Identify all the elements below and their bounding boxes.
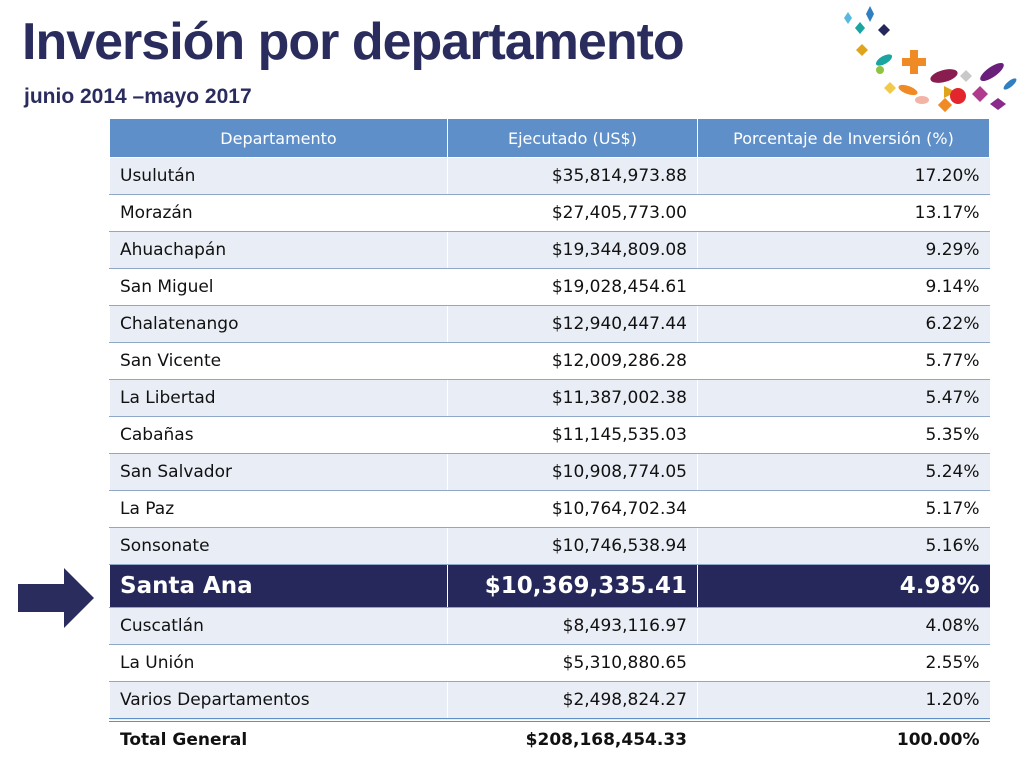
department-cell: Usulután <box>109 157 448 195</box>
percent-cell: 5.16% <box>697 527 990 565</box>
amount-cell: $10,369,335.41 <box>447 564 698 608</box>
department-cell: Sonsonate <box>109 527 448 565</box>
department-cell: Morazán <box>109 194 448 232</box>
header-departamento: Departamento <box>109 118 448 158</box>
percent-cell: 5.35% <box>697 416 990 454</box>
table-row: Sonsonate $10,746,538.94 5.16% <box>109 527 990 565</box>
amount-cell: $10,908,774.05 <box>447 453 698 491</box>
table-row: Varios Departamentos $2,498,824.27 1.20% <box>109 681 990 721</box>
department-cell: Cuscatlán <box>109 607 448 645</box>
percent-cell: 2.55% <box>697 644 990 682</box>
amount-cell: $12,009,286.28 <box>447 342 698 380</box>
slide-title: Inversión por departamento <box>22 13 685 71</box>
percent-cell: 5.47% <box>697 379 990 417</box>
department-cell: Ahuachapán <box>109 231 448 269</box>
table-row: Chalatenango $12,940,447.44 6.22% <box>109 305 990 343</box>
department-cell: San Salvador <box>109 453 448 491</box>
amount-cell: $11,387,002.38 <box>447 379 698 417</box>
amount-cell: $19,028,454.61 <box>447 268 698 306</box>
percent-cell: 4.08% <box>697 607 990 645</box>
investment-table: Departamento Ejecutado (US$) Porcentaje … <box>109 118 990 758</box>
amount-cell: $35,814,973.88 <box>447 157 698 195</box>
header-ejecutado: Ejecutado (US$) <box>447 118 698 158</box>
department-cell: La Libertad <box>109 379 448 417</box>
table-row-highlighted: Santa Ana $10,369,335.41 4.98% <box>109 564 990 608</box>
department-cell: La Paz <box>109 490 448 528</box>
table-row: Ahuachapán $19,344,809.08 9.29% <box>109 231 990 269</box>
table-row: San Miguel $19,028,454.61 9.14% <box>109 268 990 306</box>
amount-cell: $11,145,535.03 <box>447 416 698 454</box>
percent-cell: 13.17% <box>697 194 990 232</box>
department-cell: Varios Departamentos <box>109 681 448 721</box>
percent-cell: 4.98% <box>697 564 990 608</box>
percent-cell: 17.20% <box>697 157 990 195</box>
table-row: Morazán $27,405,773.00 13.17% <box>109 194 990 232</box>
amount-cell: $12,940,447.44 <box>447 305 698 343</box>
table-row: Usulután $35,814,973.88 17.20% <box>109 157 990 195</box>
department-cell: La Unión <box>109 644 448 682</box>
percent-cell: 9.29% <box>697 231 990 269</box>
total-amount: $208,168,454.33 <box>447 718 698 758</box>
department-cell: Santa Ana <box>109 564 448 608</box>
department-cell: San Miguel <box>109 268 448 306</box>
amount-cell: $27,405,773.00 <box>447 194 698 232</box>
table-row: La Libertad $11,387,002.38 5.47% <box>109 379 990 417</box>
amount-cell: $19,344,809.08 <box>447 231 698 269</box>
total-percent: 100.00% <box>697 718 990 758</box>
percent-cell: 6.22% <box>697 305 990 343</box>
total-row: Total General $208,168,454.33 100.00% <box>109 718 990 758</box>
right-arrow-icon <box>18 568 94 628</box>
confetti-decoration-icon <box>844 6 1017 113</box>
percent-cell: 9.14% <box>697 268 990 306</box>
table-row: La Paz $10,764,702.34 5.17% <box>109 490 990 528</box>
table-row: San Vicente $12,009,286.28 5.77% <box>109 342 990 380</box>
percent-cell: 5.17% <box>697 490 990 528</box>
amount-cell: $2,498,824.27 <box>447 681 698 721</box>
table-row: La Unión $5,310,880.65 2.55% <box>109 644 990 682</box>
amount-cell: $5,310,880.65 <box>447 644 698 682</box>
table-row: Cabañas $11,145,535.03 5.35% <box>109 416 990 454</box>
total-label: Total General <box>109 718 448 758</box>
department-cell: Chalatenango <box>109 305 448 343</box>
department-cell: San Vicente <box>109 342 448 380</box>
percent-cell: 5.24% <box>697 453 990 491</box>
table-row: San Salvador $10,908,774.05 5.24% <box>109 453 990 491</box>
table-row: Cuscatlán $8,493,116.97 4.08% <box>109 607 990 645</box>
amount-cell: $8,493,116.97 <box>447 607 698 645</box>
header-porcentaje: Porcentaje de Inversión (%) <box>697 118 990 158</box>
percent-cell: 1.20% <box>697 681 990 721</box>
table-header-row: Departamento Ejecutado (US$) Porcentaje … <box>109 118 990 158</box>
amount-cell: $10,764,702.34 <box>447 490 698 528</box>
department-cell: Cabañas <box>109 416 448 454</box>
slide-subtitle: junio 2014 –mayo 2017 <box>24 85 252 108</box>
amount-cell: $10,746,538.94 <box>447 527 698 565</box>
percent-cell: 5.77% <box>697 342 990 380</box>
